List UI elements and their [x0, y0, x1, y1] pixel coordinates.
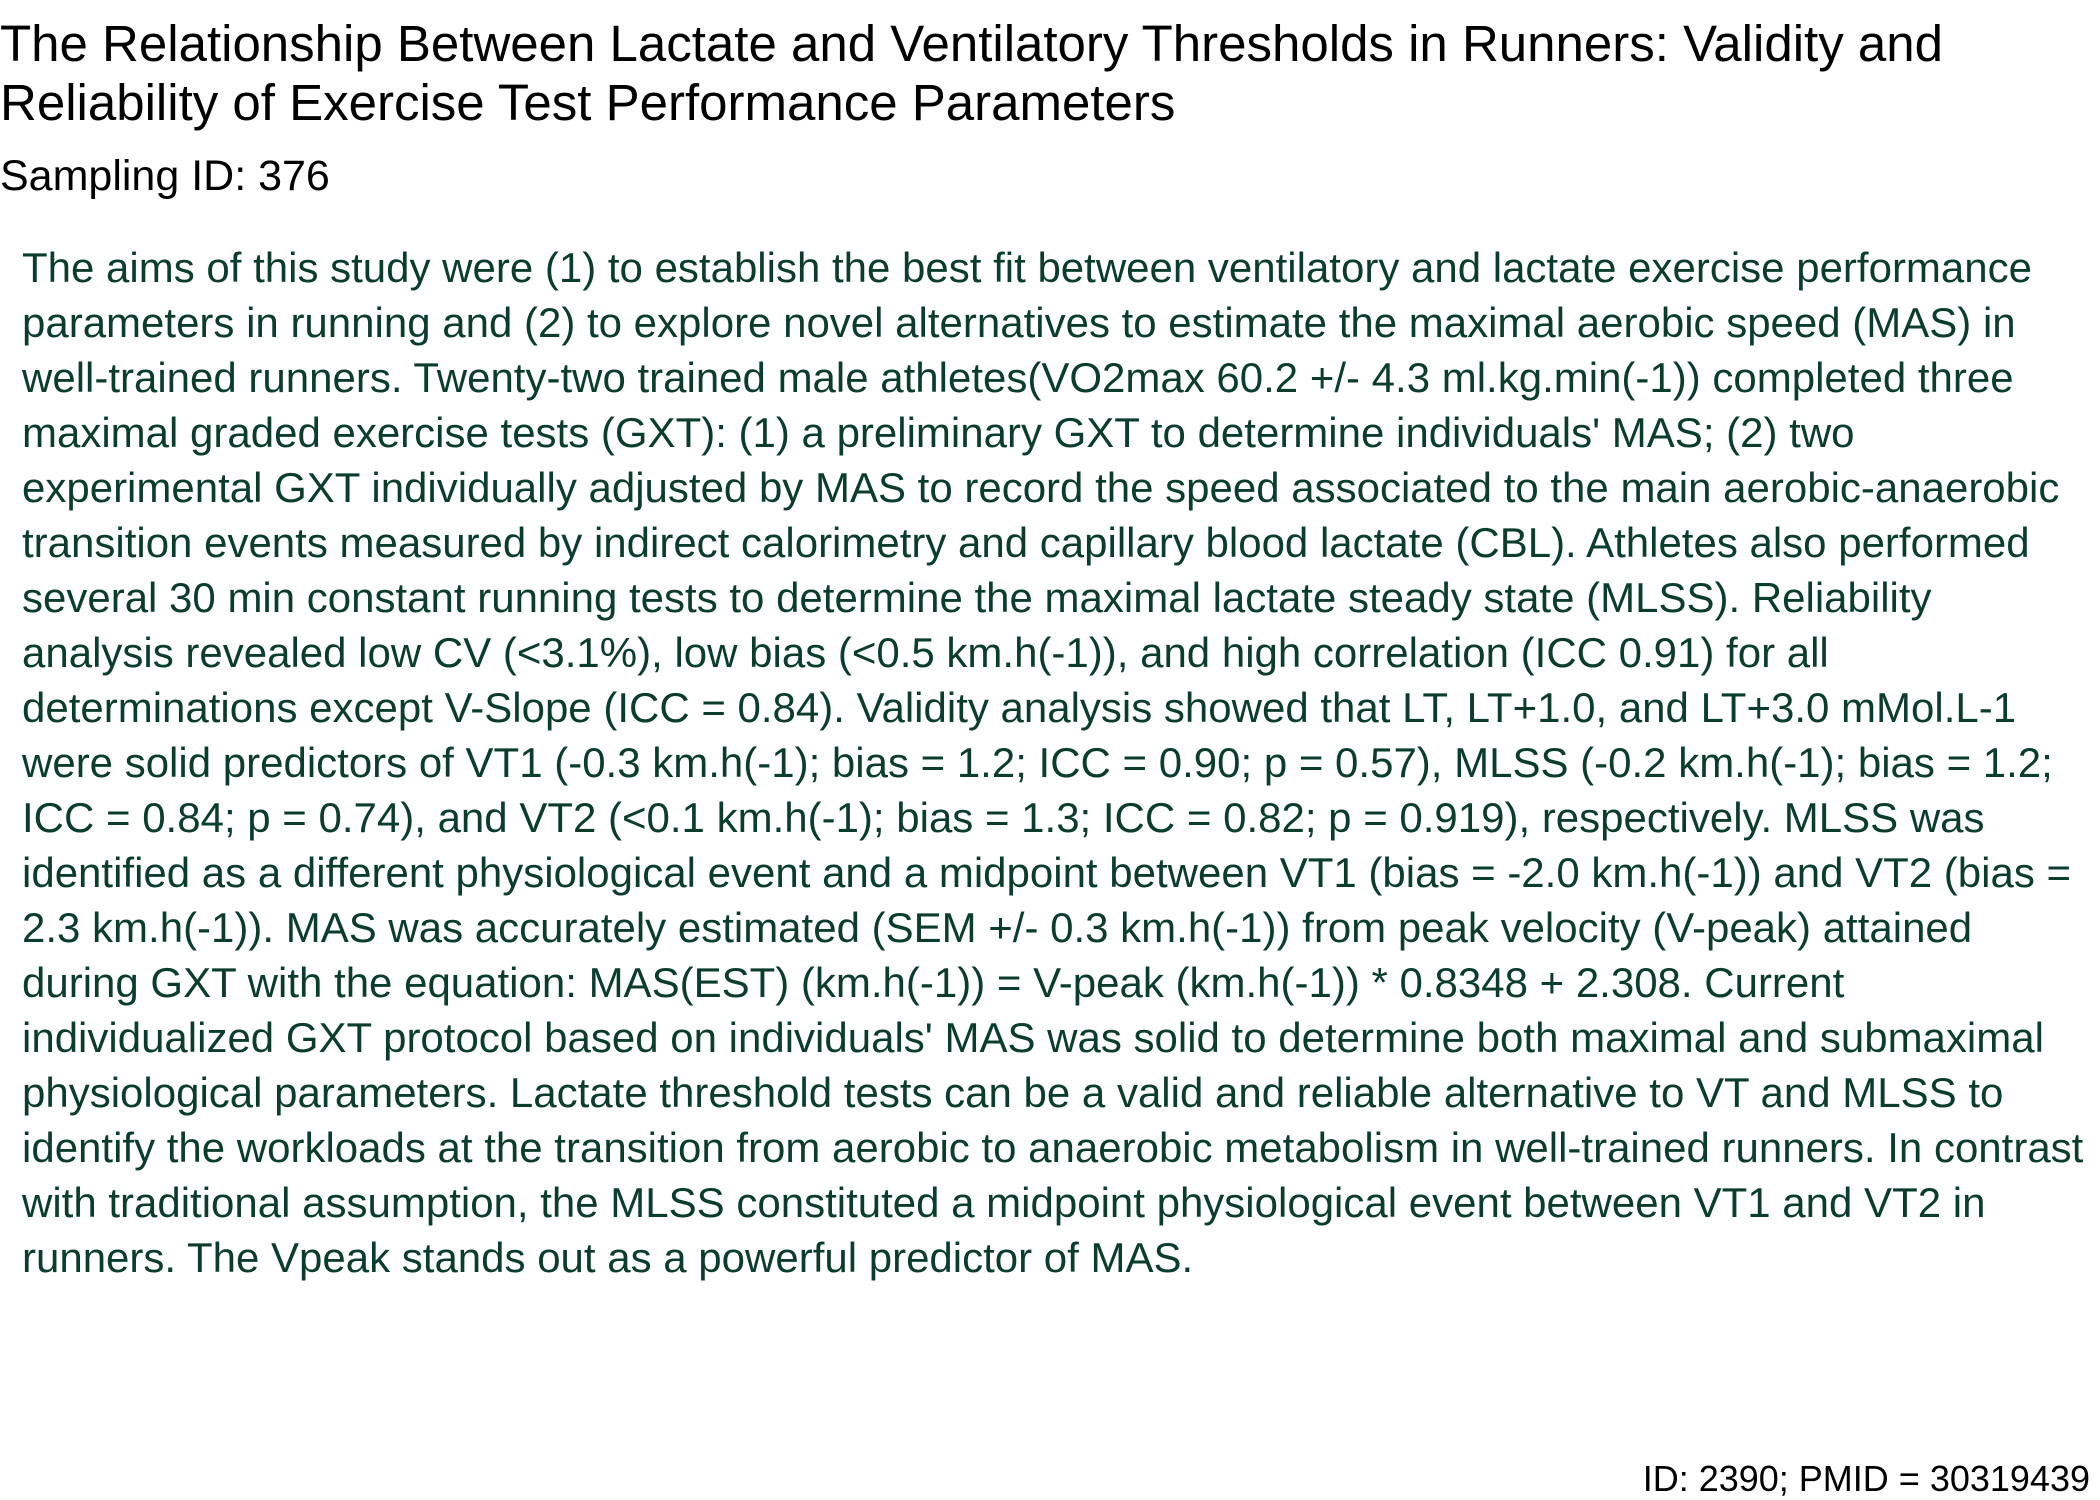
document-title: The Relationship Between Lactate and Ven… [0, 15, 1943, 131]
document-id-footer: ID: 2390; PMID = 30319439 [1642, 1458, 2090, 1499]
sampling-id: Sampling ID: 376 [0, 152, 330, 200]
abstract-text: The aims of this study were (1) to estab… [22, 244, 2084, 1281]
